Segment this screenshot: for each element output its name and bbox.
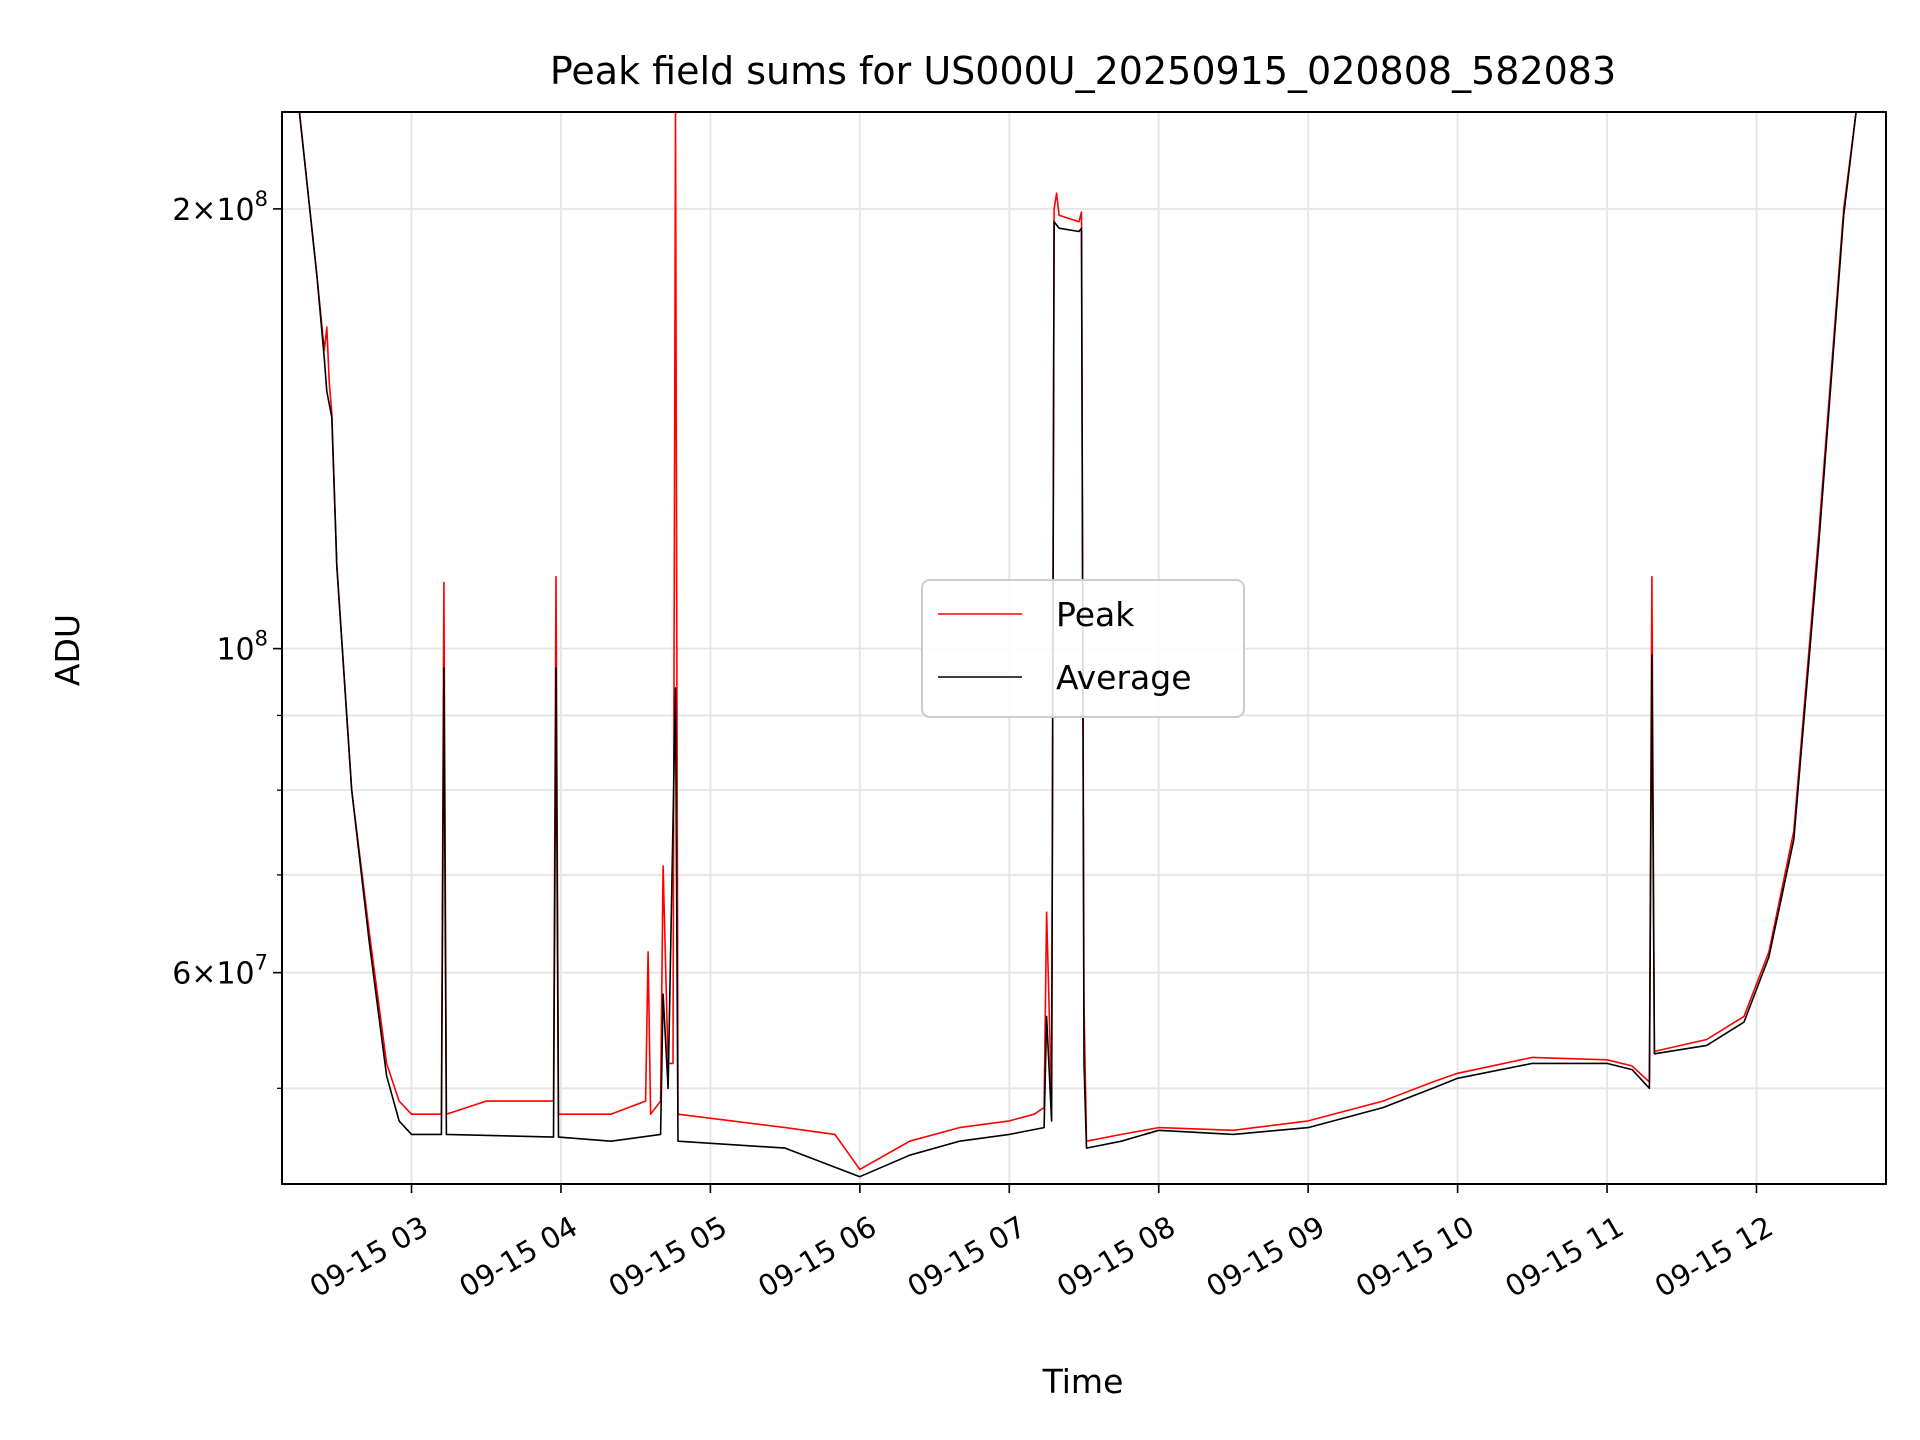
legend: Peak Average (921, 579, 1245, 718)
series-lines (282, 112, 1886, 1178)
x-tick-label: 09-15 08 (1051, 1209, 1181, 1304)
x-tick-label: 09-15 06 (752, 1209, 882, 1304)
x-tick-label: 09-15 12 (1649, 1209, 1779, 1304)
series-line-average (282, 112, 1886, 1178)
x-tick-label: 09-15 04 (453, 1209, 583, 1304)
y-axis-label: ADU (48, 614, 87, 686)
series-line-peak (282, 112, 1886, 1171)
y-tick-label: 6×107 (172, 951, 268, 992)
x-axis-ticks: 09-15 03 09-15 04 09-15 05 09-15 06 09-15 07… (304, 1184, 1779, 1304)
x-tick-label: 09-15 03 (304, 1209, 434, 1304)
x-tick-label: 09-15 11 (1499, 1209, 1629, 1304)
x-tick-label: 09-15 09 (1201, 1209, 1331, 1304)
legend-label-peak: Peak (1056, 595, 1135, 634)
x-tick-label: 09-15 05 (603, 1209, 733, 1304)
y-tick-label: 108 (216, 627, 268, 668)
x-axis-label: Time (1042, 1362, 1124, 1401)
legend-label-average: Average (1056, 658, 1192, 697)
y-tick-label: 2×108 (172, 187, 268, 228)
x-tick-label: 09-15 07 (902, 1209, 1032, 1304)
chart-title: Peak field sums for US000U_20250915_0208… (550, 49, 1616, 93)
y-axis-ticks: 6×107 108 2×108 (172, 187, 282, 1089)
x-tick-label: 09-15 10 (1350, 1209, 1480, 1304)
